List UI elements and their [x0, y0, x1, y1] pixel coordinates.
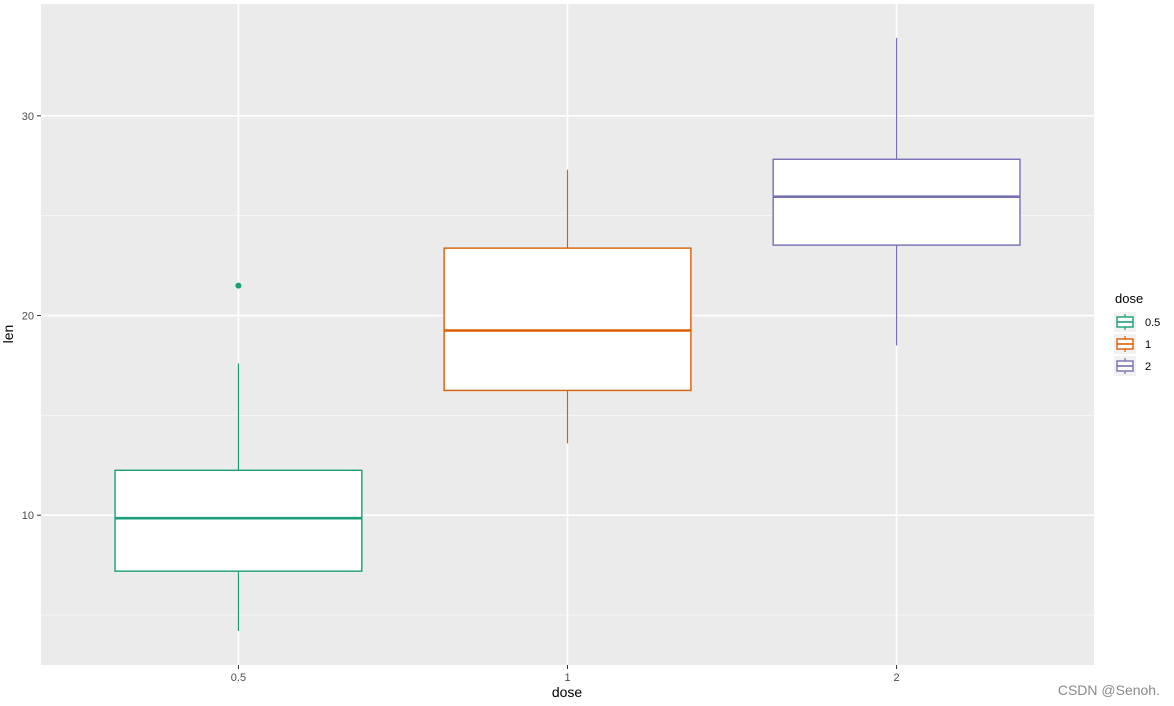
- legend: dose 0.5 1 2: [1114, 291, 1160, 376]
- legend-label: 2: [1145, 361, 1151, 373]
- y-tick-label: 20: [22, 311, 34, 323]
- box-layer: [114, 37, 1021, 632]
- iqr-box: [772, 158, 1021, 246]
- outlier-point: [235, 282, 242, 289]
- axis-layer: 10 20 30 0.5 1 2: [22, 111, 900, 684]
- x-axis-title: dose: [552, 684, 583, 700]
- y-tick-label: 10: [22, 510, 34, 522]
- legend-item-0.5: 0.5: [1114, 312, 1160, 332]
- box-2: [772, 37, 1021, 346]
- legend-item-2: 2: [1114, 356, 1151, 376]
- x-tick-label: 1: [564, 672, 570, 684]
- iqr-box: [114, 469, 363, 572]
- legend-label: 1: [1145, 339, 1151, 351]
- legend-item-1: 1: [1114, 334, 1151, 354]
- x-tick-label: 0.5: [231, 672, 246, 684]
- iqr-box: [443, 247, 692, 392]
- box-0.5: [114, 282, 363, 632]
- legend-title: dose: [1115, 291, 1143, 306]
- y-tick-label: 30: [22, 111, 34, 123]
- box-1: [443, 169, 692, 444]
- y-axis-title: len: [0, 325, 16, 344]
- x-tick-label: 2: [894, 672, 900, 684]
- legend-label: 0.5: [1145, 317, 1160, 329]
- watermark: CSDN @Senoh.: [1057, 682, 1160, 698]
